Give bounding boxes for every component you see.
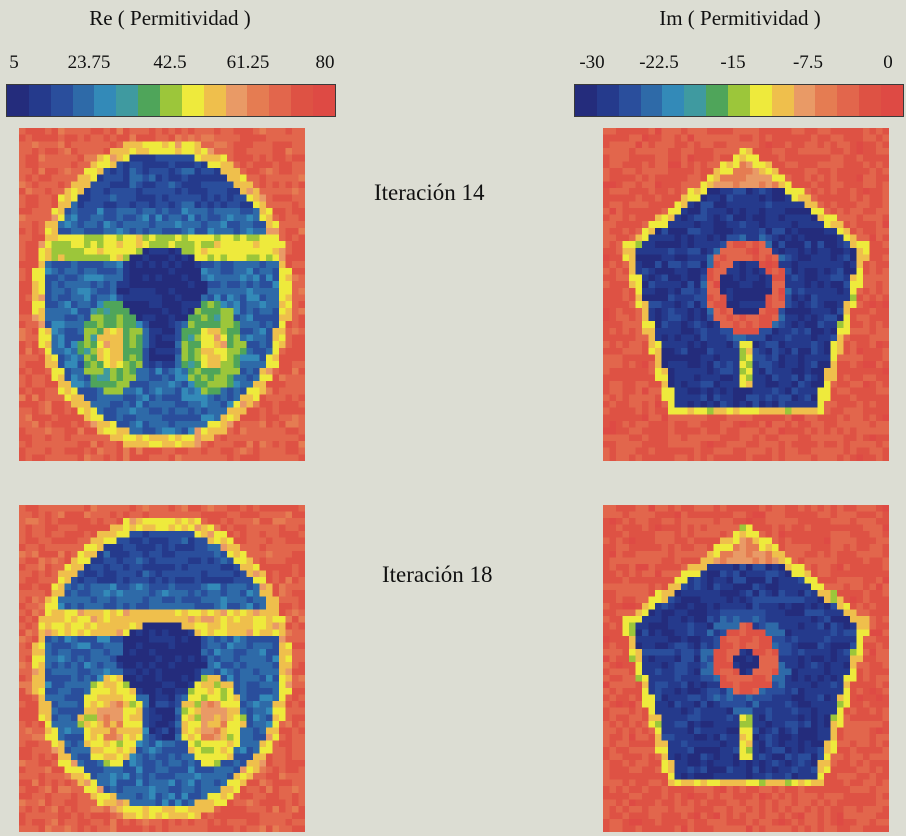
im-colorbar-swatch: [815, 85, 838, 116]
im-colorbar-swatch: [728, 85, 750, 116]
re-colorbar: [6, 84, 336, 117]
re-colorbar-swatch: [28, 85, 51, 116]
im-colorbar-swatch: [793, 85, 816, 116]
im-colorbar-tick: -30: [579, 52, 605, 73]
re-colorbar-swatch: [138, 85, 161, 116]
re-colorbar-swatch: [7, 85, 29, 116]
re-colorbar-swatch: [225, 85, 248, 116]
re-colorbar-swatch: [291, 85, 314, 116]
re-permittivity-title: Re ( Permitividad ): [89, 6, 251, 30]
im-colorbar-swatch: [575, 85, 597, 116]
im-colorbar-tick: -22.5: [639, 52, 679, 73]
im-colorbar: [574, 84, 904, 117]
re-colorbar-swatch: [181, 85, 204, 116]
im-colorbar-swatch: [837, 85, 860, 116]
im-colorbar-swatch: [749, 85, 772, 116]
im-heatmap-iteration-14: [603, 128, 889, 461]
re-colorbar-swatch: [269, 85, 292, 116]
iteration-18-label: Iteración 18: [382, 562, 493, 587]
re-colorbar-tick: 23.75: [67, 52, 111, 73]
im-colorbar-tick: 0: [883, 52, 893, 73]
im-permittivity-title: Im ( Permitividad ): [659, 6, 821, 30]
im-colorbar-tick: -15: [720, 52, 746, 73]
im-colorbar-swatch: [596, 85, 619, 116]
im-colorbar-swatch: [881, 85, 903, 116]
re-colorbar-swatch: [203, 85, 226, 116]
im-colorbar-swatch: [706, 85, 729, 116]
im-colorbar-swatch: [859, 85, 882, 116]
re-colorbar-tick: 42.5: [153, 52, 187, 73]
re-colorbar-swatch: [247, 85, 270, 116]
im-colorbar-swatch: [640, 85, 663, 116]
im-colorbar-tick: -7.5: [792, 52, 824, 73]
re-heatmap-iteration-18: [19, 505, 305, 832]
re-colorbar-swatch: [160, 85, 182, 116]
re-colorbar-swatch: [50, 85, 73, 116]
re-colorbar-tick: 5: [9, 52, 19, 73]
re-colorbar-tick: 61.25: [226, 52, 270, 73]
iteration-14-label: Iteración 14: [374, 180, 485, 205]
re-colorbar-tick: 80: [315, 52, 335, 73]
im-colorbar-swatch: [662, 85, 685, 116]
re-heatmap-iteration-14: [19, 128, 305, 461]
re-colorbar-swatch: [94, 85, 117, 116]
re-colorbar-swatch: [116, 85, 139, 116]
im-colorbar-swatch: [684, 85, 707, 116]
im-heatmap-iteration-18: [603, 505, 889, 832]
re-colorbar-swatch: [72, 85, 95, 116]
im-colorbar-swatch: [618, 85, 641, 116]
im-colorbar-swatch: [771, 85, 794, 116]
re-colorbar-swatch: [313, 85, 335, 116]
